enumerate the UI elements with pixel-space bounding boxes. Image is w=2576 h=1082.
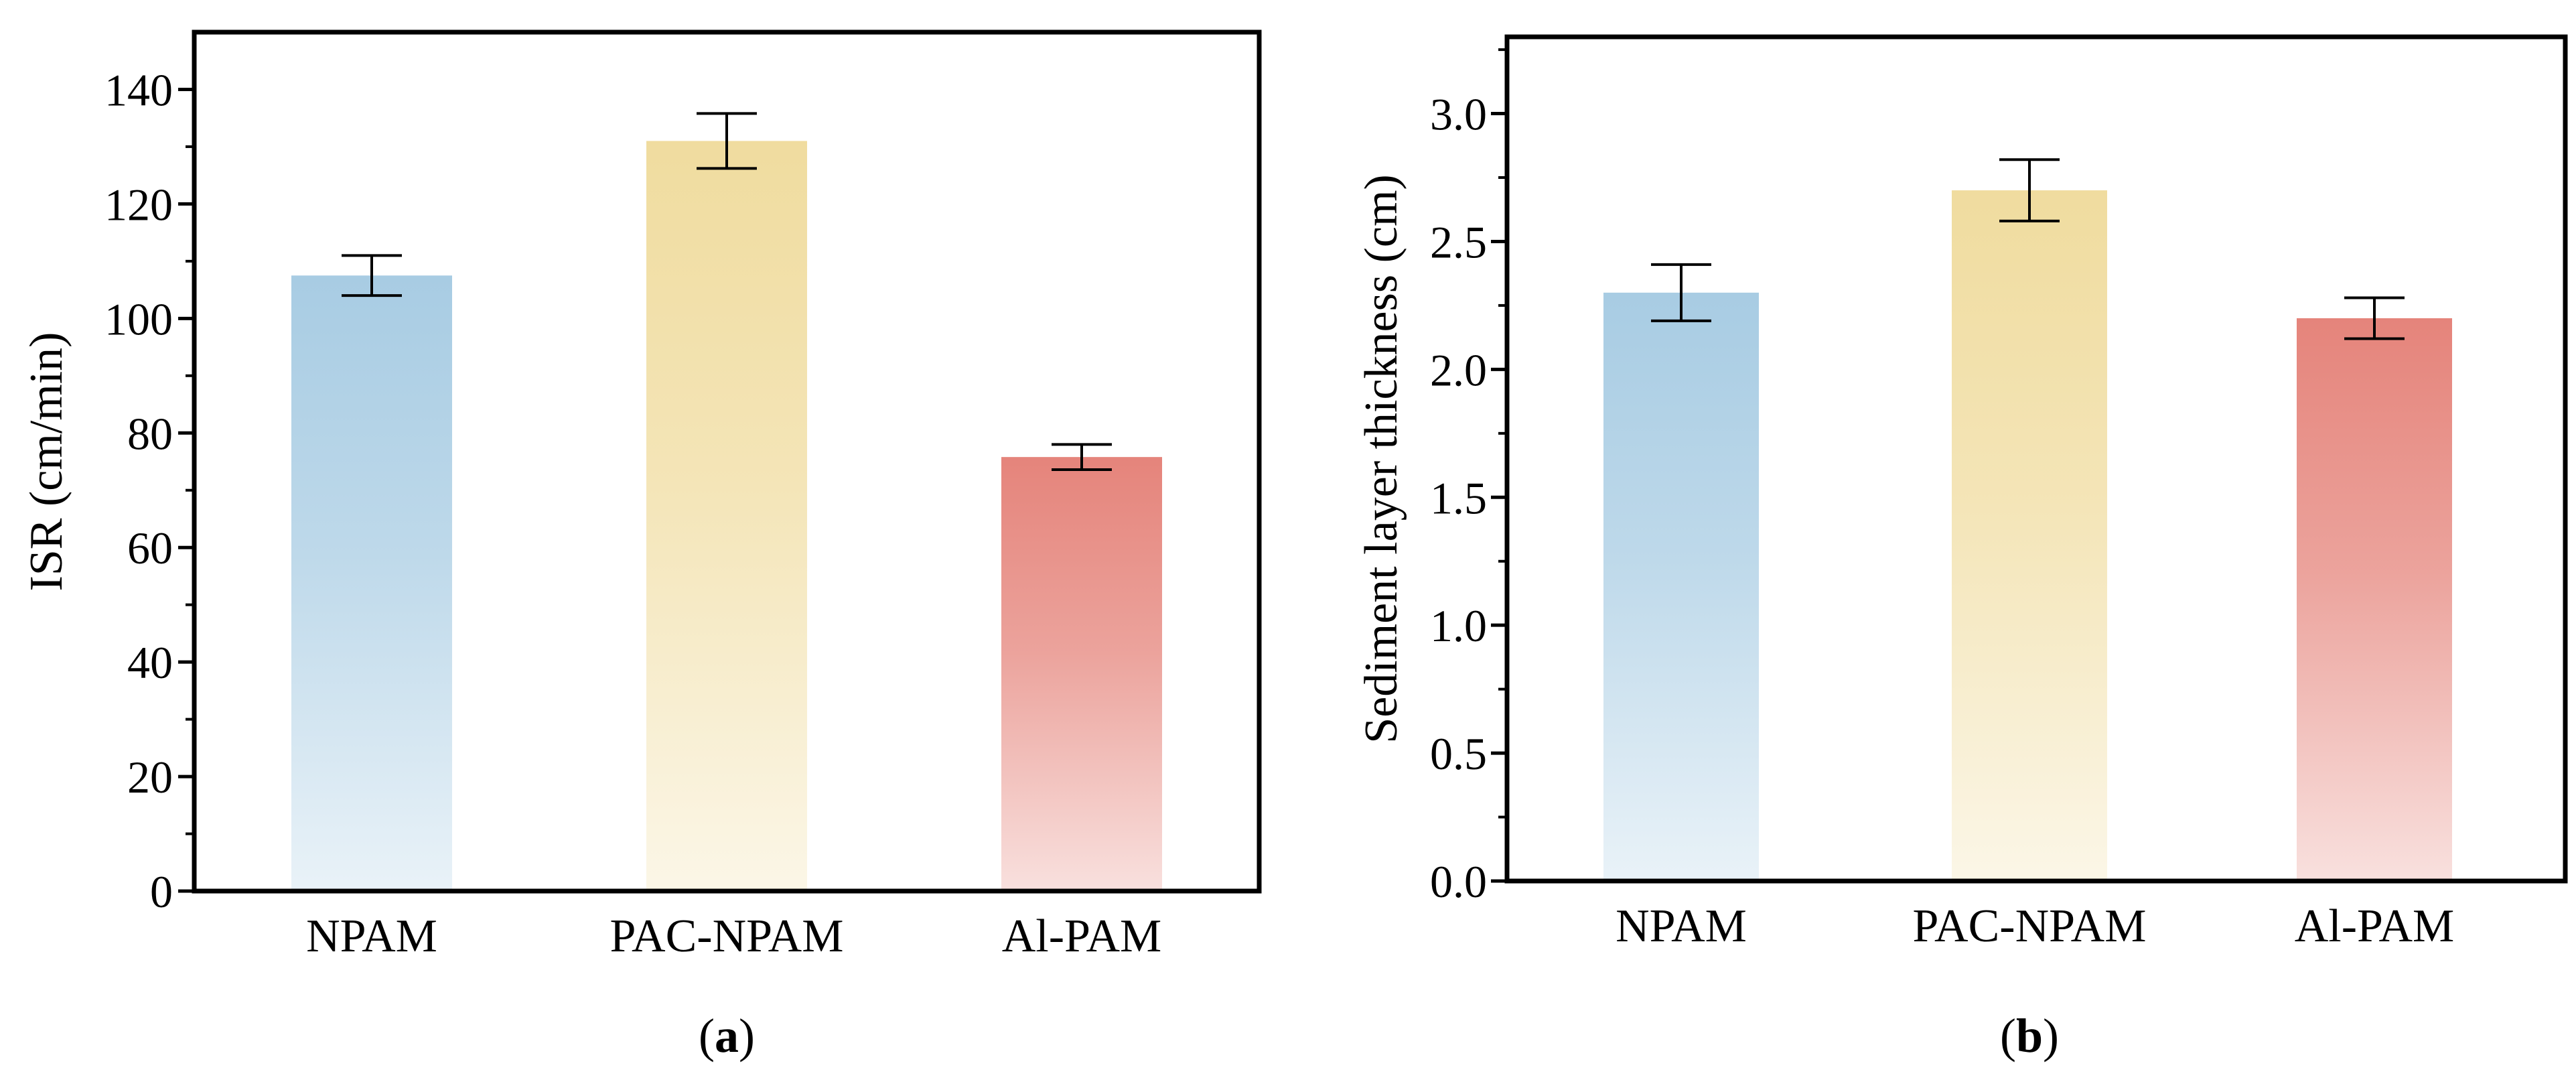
panel-b: NPAM PAC-NPAM Al-PAM 0.0 0.5 1.0 1.5 2.0 2.5 3.0 S… [1356,34,2568,1063]
axes-frame [192,29,1262,894]
error-bar [697,112,757,170]
x-tick-label: NPAM [306,910,437,962]
x-tick-label: PAC-NPAM [1913,900,2147,952]
error-bar [2344,296,2405,340]
bar-npam [291,275,452,891]
error-bar [1052,443,1112,471]
bar-pac-npam [646,141,807,891]
x-tick-label: NPAM [1616,900,1747,952]
y-tick-label: 0.5 [1430,728,1487,779]
x-tick-label: Al-PAM [2295,900,2455,952]
y-tick-label: 20 [127,752,173,803]
y-tick-label: 1.0 [1430,600,1487,651]
error-bar [1651,263,1711,322]
y-tick-label: 3.0 [1430,89,1487,140]
panel-a: NPAM PAC-NPAM Al-PAM 0 20 40 60 80 100 120 140 ISR … [21,29,1262,1063]
y-tick-label: 140 [104,64,173,115]
y-axis-title: Sediment layer thickness (cm) [1356,174,1407,743]
bar-al-pam [2297,318,2452,881]
bar-pac-npam [1952,190,2107,881]
y-tick-label: 100 [104,293,173,344]
error-bar [342,254,402,297]
bar-al-pam [1001,457,1162,891]
y-axis-title: ISR (cm/min) [21,332,72,592]
x-tick-label: PAC-NPAM [610,910,844,962]
axes-frame [1504,34,2568,884]
y-tick-label: 2.5 [1430,216,1487,267]
error-bar [1999,158,2060,222]
y-tick-label: 0.0 [1430,856,1487,907]
bar-npam [1603,292,1759,881]
y-tick-label: 0 [150,866,173,917]
y-tick-label: 1.5 [1430,472,1487,523]
y-tick-label: 60 [127,523,173,573]
y-tick-label: 120 [104,179,173,230]
y-tick-label: 40 [127,637,173,688]
y-tick-label: 2.0 [1430,344,1487,395]
y-tick-label: 80 [127,408,173,459]
panel-label: (a) [699,1009,755,1063]
x-tick-label: Al-PAM [1002,910,1162,962]
panel-label: (b) [2000,1009,2059,1063]
